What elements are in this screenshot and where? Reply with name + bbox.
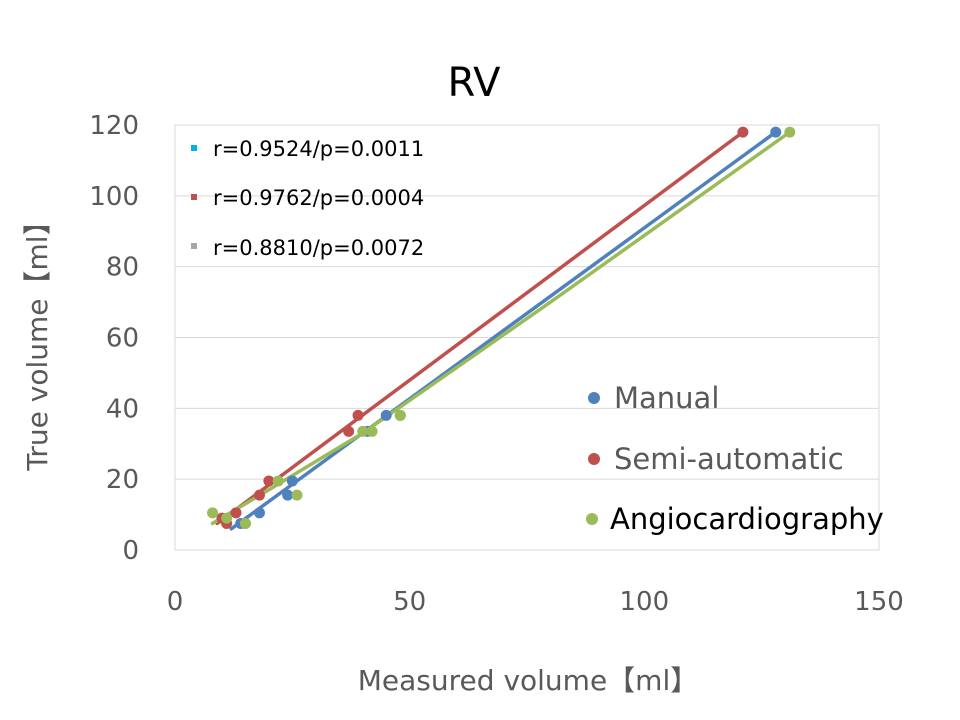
point-angiocardiography (784, 126, 796, 138)
point-semi-automatic (343, 425, 355, 437)
point-manual (380, 409, 392, 421)
point-manual (770, 126, 782, 138)
point-semi-automatic (737, 126, 749, 138)
chart-title: RV (448, 60, 502, 106)
trendline-semi-automatic (215, 130, 745, 526)
point-manual (253, 507, 265, 519)
y-tick-label: 20 (106, 465, 139, 495)
point-angiocardiography (357, 425, 369, 437)
legend-marker-angiocardiography (586, 513, 598, 525)
point-semi-automatic (230, 507, 242, 519)
legend-label-semi-automatic: Semi-automatic (614, 442, 844, 476)
x-tick-label: 50 (393, 587, 426, 617)
point-manual (286, 475, 298, 487)
stat-marker-1 (191, 145, 197, 151)
y-tick-label: 60 (106, 324, 139, 354)
trendline-manual (229, 130, 778, 531)
legend-label-angiocardiography: Angiocardiography (610, 502, 884, 536)
point-semi-automatic (352, 409, 364, 421)
stat-marker-2 (191, 194, 197, 200)
stat-text-1: r=0.9524/p=0.0011 (213, 137, 424, 161)
x-tick-label: 0 (167, 587, 184, 617)
stat-text-3: r=0.8810/p=0.0072 (213, 236, 424, 260)
x-tick-label: 100 (620, 587, 670, 617)
point-manual (282, 489, 294, 501)
point-semi-automatic (253, 489, 265, 501)
legend-label-manual: Manual (614, 381, 719, 415)
point-angiocardiography (366, 425, 378, 437)
point-angiocardiography (221, 512, 233, 524)
stat-marker-3 (191, 243, 197, 249)
y-tick-label: 120 (89, 111, 139, 141)
y-tick-label: 80 (106, 253, 139, 283)
x-axis-label: Measured volume【ml】 (358, 664, 698, 697)
legend: Manual Semi-automatic Angiocardiography (586, 381, 884, 536)
point-angiocardiography (291, 489, 303, 501)
legend-marker-manual (588, 392, 600, 404)
x-tick-label: 150 (854, 587, 904, 617)
y-tick-label: 40 (106, 394, 139, 424)
point-semi-automatic (263, 475, 275, 487)
point-angiocardiography (272, 475, 284, 487)
y-tick-label: 100 (89, 182, 139, 212)
y-axis-label: True volume【ml】 (21, 207, 54, 471)
stat-text-2: r=0.9762/p=0.0004 (213, 186, 424, 210)
legend-marker-semi-automatic (588, 453, 600, 465)
point-angiocardiography (394, 409, 406, 421)
point-angiocardiography (239, 517, 251, 529)
stats-annotations: r=0.9524/p=0.0011 r=0.9762/p=0.0004 r=0.… (191, 137, 424, 260)
point-angiocardiography (207, 507, 219, 519)
y-tick-label: 0 (122, 536, 139, 566)
